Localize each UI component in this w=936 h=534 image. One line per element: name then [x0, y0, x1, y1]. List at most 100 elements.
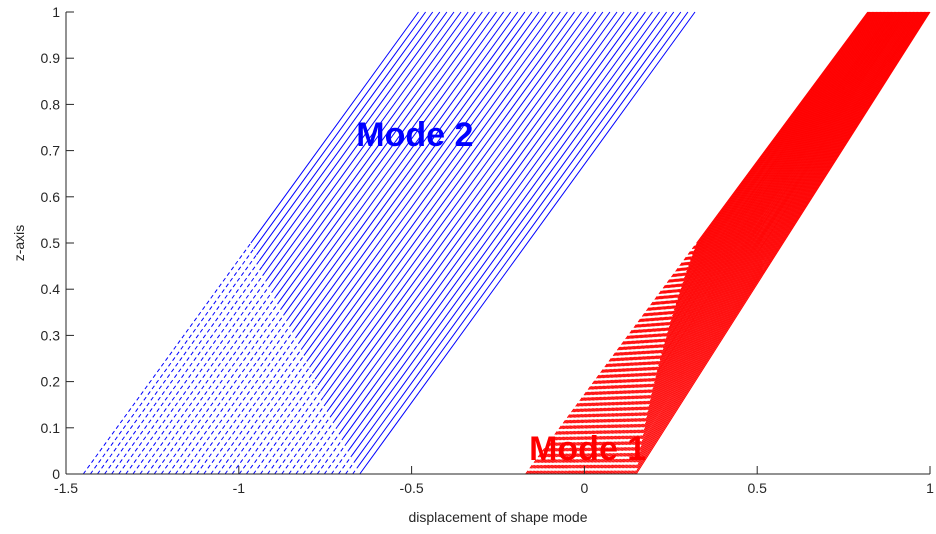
mode-1-line-36 — [663, 11, 896, 346]
mode-2-line-lower-36 — [330, 450, 349, 475]
x-tick-label: -1 — [233, 480, 246, 496]
mode-1-line-lower-16 — [546, 286, 682, 475]
mode-2-line-39 — [356, 11, 689, 469]
mode-1-line-38 — [661, 11, 898, 352]
mode-2-line-lower-8 — [132, 284, 271, 475]
mode-2-line-6 — [264, 11, 455, 273]
mode-1-line-11 — [685, 11, 877, 273]
mode-1-line-lower-18 — [549, 292, 681, 475]
x-tick-label: 0.5 — [747, 480, 767, 496]
mode-1-line-50 — [653, 11, 907, 387]
mode-2-line-15 — [289, 11, 519, 327]
mode-1-line-80 — [635, 11, 931, 475]
mode-2-line-lower-35 — [323, 444, 347, 475]
mode-1-line-lower-17 — [547, 289, 681, 475]
y-tick-label: 1 — [52, 4, 60, 20]
mode-2-line-26 — [320, 11, 597, 392]
mode-1-line-lower-10 — [537, 269, 688, 475]
mode-1-line-67 — [642, 11, 921, 437]
y-tick-label: 0.6 — [41, 189, 61, 205]
mode-2-line-lower-38 — [345, 461, 355, 475]
mode-1-line-14 — [683, 11, 879, 282]
mode-2-line-lower-2 — [89, 248, 255, 475]
mode-2-line-lower-3 — [97, 254, 257, 475]
mode-1-line-lower-78 — [633, 467, 638, 475]
mode-2-line-11 — [278, 11, 490, 303]
mode-2-line-31 — [334, 11, 632, 421]
mode-1-line-73 — [639, 11, 925, 454]
mode-1-line-lower-26 — [560, 315, 673, 475]
mode-1-line-75 — [638, 11, 927, 460]
mode-1-line-37 — [662, 11, 897, 349]
mode-2-line-lower-17 — [196, 337, 296, 475]
mode-1-line-lower-12 — [540, 274, 686, 475]
plot-lines — [82, 11, 931, 475]
mode-1-line-lower-3 — [528, 248, 695, 475]
mode-2-line-lower-4 — [104, 260, 260, 475]
mode-2-line-2 — [253, 11, 427, 250]
mode-2-line-lower-37 — [338, 455, 352, 475]
mode-2-line-8 — [270, 11, 469, 285]
mode-1-line-39 — [661, 11, 899, 355]
mode-2-line-10 — [275, 11, 483, 297]
mode-1-line-lower-21 — [553, 301, 678, 475]
y-tick-label: 0.7 — [41, 143, 61, 159]
mode-2-line-29 — [328, 11, 618, 410]
mode-1-line-76 — [637, 11, 928, 463]
mode-1-line-31 — [667, 11, 892, 332]
mode-1-line-1 — [696, 11, 869, 244]
mode-2-line-12 — [281, 11, 497, 309]
mode-1-line-lower-62 — [610, 421, 647, 475]
mode-1-line-10 — [686, 11, 876, 270]
annotation-mode-1: Mode 1 — [529, 430, 646, 468]
mode-2-line-5 — [261, 11, 448, 267]
mode-1-line-lower-51 — [595, 388, 654, 475]
mode-1-line-25 — [672, 11, 888, 314]
mode-1-line-lower-25 — [558, 312, 674, 475]
mode-1-line-17 — [680, 11, 881, 291]
mode-2-line-lower-10 — [146, 296, 277, 475]
mode-2-line-27 — [323, 11, 604, 398]
mode-2-line-3 — [256, 11, 434, 256]
mode-2-line-34 — [342, 11, 653, 439]
mode-1-line-lower-34 — [571, 339, 666, 475]
mode-1-line-63 — [644, 11, 918, 425]
x-tick-label: 1 — [926, 480, 934, 496]
x-tick-label: -0.5 — [400, 480, 424, 496]
mode-1-line-20 — [677, 11, 884, 299]
mode-1-line-lower-74 — [627, 456, 640, 475]
mode-1-line-lower-35 — [572, 342, 666, 475]
mode-1-line-44 — [657, 11, 903, 370]
mode-1-line-lower-24 — [557, 309, 675, 475]
mode-1-line-61 — [645, 11, 916, 419]
mode-2-line-lower-5 — [111, 266, 263, 475]
mode-1-line-lower-36 — [574, 345, 665, 475]
mode-1-line-41 — [659, 11, 900, 361]
mode-1-line-21 — [676, 11, 884, 302]
mode-1-line-24 — [673, 11, 887, 311]
mode-2-line-23 — [311, 11, 575, 374]
mode-1-line-43 — [658, 11, 902, 367]
mode-2-line-lower-23 — [238, 373, 313, 475]
mode-2-line-lower-30 — [288, 414, 333, 475]
mode-1-line-lower-49 — [592, 383, 655, 475]
mode-2-line-22 — [309, 11, 568, 368]
x-axis-label: displacement of shape mode — [409, 509, 588, 525]
mode-1-line-lower-75 — [628, 459, 640, 475]
mode-2-line-37 — [350, 11, 675, 457]
mode-1-line-lower-56 — [602, 403, 650, 475]
mode-1-line-45 — [656, 11, 903, 372]
mode-1-line-lower-38 — [577, 350, 663, 475]
y-tick-label: 0.5 — [41, 235, 61, 251]
mode-2-line-19 — [300, 11, 547, 350]
mode-2-line-lower-26 — [260, 390, 322, 475]
mode-1-line-lower-50 — [593, 385, 654, 475]
mode-1-line-lower-20 — [551, 298, 679, 475]
mode-2-line-lower-32 — [302, 426, 338, 475]
y-tick-label: 0.4 — [41, 281, 61, 297]
mode-1-line-35 — [664, 11, 895, 343]
mode-1-line-lower-58 — [605, 409, 649, 475]
mode-1-line-lower-70 — [621, 444, 642, 475]
mode-2-line-lower-39 — [352, 467, 358, 475]
